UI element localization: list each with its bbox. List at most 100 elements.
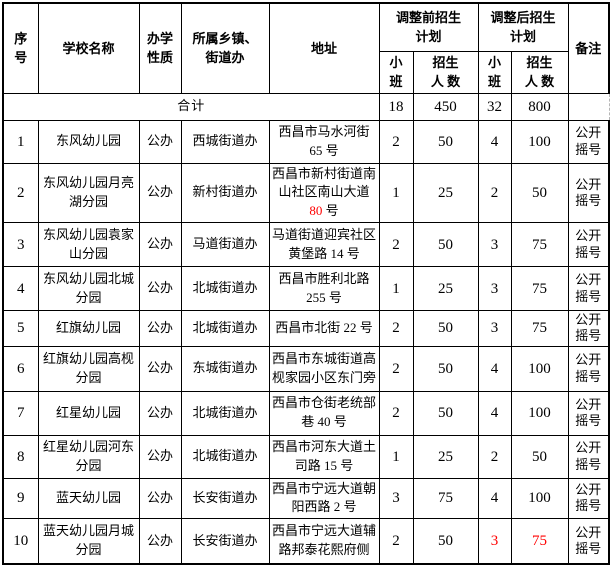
cell-before-classes: 2 (378, 345, 414, 392)
cell-township: 新村街道办 (180, 162, 270, 224)
cell-school-name: 红星幼儿园河东分园 (37, 434, 140, 479)
cell-before-students: 50 (412, 518, 479, 565)
table-row: 4 东风幼儿园北城分园 公办 北城街道办 西昌市胜利北路 255 号 1 25 … (2, 266, 611, 312)
cell-school-name: 东风幼儿园袁家山分园 (37, 222, 140, 268)
cell-after-students: 100 (510, 119, 569, 164)
cell-before-students: 50 (412, 119, 479, 164)
cell-school-name: 东风幼儿园北城分园 (37, 266, 140, 312)
cell-after-classes: 4 (477, 345, 512, 392)
cell-township: 长安街道办 (180, 477, 270, 520)
cell-after-classes: 4 (477, 390, 512, 436)
cell-remark: 公开摇号 (567, 266, 611, 312)
cell-serial: 1 (2, 119, 39, 164)
cell-township: 长安街道办 (180, 518, 270, 565)
total-before-students: 450 (412, 92, 479, 121)
cell-nature: 公办 (138, 477, 182, 520)
cell-after-students: 75 (510, 518, 569, 565)
cell-remark: 公开摇号 (567, 477, 611, 520)
cell-school-name: 红旗幼儿园 (37, 310, 140, 347)
cell-before-classes: 2 (378, 119, 414, 164)
cell-township: 西城街道办 (180, 119, 270, 164)
cell-after-students: 75 (510, 222, 569, 268)
table-row: 5 红旗幼儿园 公办 北城街道办 西昌市北街 22 号 2 50 3 75 公开… (2, 310, 611, 347)
cell-before-classes: 1 (378, 266, 414, 312)
table-row: 8 红星幼儿园河东分园 公办 北城街道办 西昌市河东大道土司路 15 号 1 2… (2, 434, 611, 479)
header-row-main: 序 号 学校名称 办学 性质 所属乡镇、 街道办 地址 调整前招生 计划 调整后… (2, 2, 611, 94)
cell-nature: 公办 (138, 222, 182, 268)
cell-remark: 公开摇号 (567, 310, 611, 347)
cell-address: 西昌市胜利北路 255 号 (268, 266, 380, 312)
cell-after-students: 50 (510, 162, 569, 224)
cell-before-students: 75 (412, 477, 479, 520)
cell-address: 西昌市北街 22 号 (268, 310, 380, 347)
table-row: 6 红旗幼儿园高枧分园 公办 东城街道办 西昌市东城街道高枧家园小区东门旁 2 … (2, 345, 611, 392)
cell-nature: 公办 (138, 345, 182, 392)
cell-serial: 10 (2, 518, 39, 565)
cell-address: 西昌市东城街道高枧家园小区东门旁 (268, 345, 380, 392)
table-row: 1 东风幼儿园 公办 西城街道办 西昌市马水河街 65 号 2 50 4 100… (2, 119, 611, 164)
cell-township: 北城街道办 (180, 434, 270, 479)
cell-remark: 公开摇号 (567, 390, 611, 436)
cell-township: 东城街道办 (180, 345, 270, 392)
table-header: 序 号 学校名称 办学 性质 所属乡镇、 街道办 地址 调整前招生 计划 调整后… (2, 2, 611, 94)
cell-nature: 公办 (138, 266, 182, 312)
total-after-classes: 32 (477, 92, 512, 121)
cell-school-name: 蓝天幼儿园月城分园 (37, 518, 140, 565)
cell-address: 马道街道迎宾社区黄堡路 14 号 (268, 222, 380, 268)
table-row: 2 东风幼儿园月亮湖分园 公办 新村街道办 西昌市新村街道南山社区南山大道 80… (2, 162, 611, 224)
cell-after-classes: 3 (477, 310, 512, 347)
cell-remark: 公开摇号 (567, 222, 611, 268)
total-label: 合计 (2, 92, 380, 121)
header-after-small-class: 小 班 (477, 50, 512, 94)
cell-after-students: 50 (510, 434, 569, 479)
table-row: 10 蓝天幼儿园月城分园 公办 长安街道办 西昌市宁远大道辅路邦泰花熙府侧 2 … (2, 518, 611, 565)
cell-township: 北城街道办 (180, 390, 270, 436)
cell-serial: 9 (2, 477, 39, 520)
cell-after-classes: 2 (477, 434, 512, 479)
cell-serial: 8 (2, 434, 39, 479)
cell-address: 西昌市新村街道南山社区南山大道 80 号 (268, 162, 380, 224)
cell-school-name: 东风幼儿园月亮湖分园 (37, 162, 140, 224)
header-before-enroll-count: 招生 人 数 (412, 50, 479, 94)
cell-before-students: 25 (412, 162, 479, 224)
cell-before-students: 50 (412, 222, 479, 268)
cell-serial: 7 (2, 390, 39, 436)
header-address: 地址 (268, 2, 380, 94)
cell-before-students: 25 (412, 266, 479, 312)
cell-before-students: 25 (412, 434, 479, 479)
header-after-group: 调整后招生 计划 (477, 2, 569, 52)
cell-school-name: 红旗幼儿园高枧分园 (37, 345, 140, 392)
cell-remark: 公开摇号 (567, 345, 611, 392)
header-before-small-class: 小 班 (378, 50, 414, 94)
cell-remark: 公开摇号 (567, 119, 611, 164)
cell-serial: 5 (2, 310, 39, 347)
total-row: 合计 18 450 32 800 (2, 92, 610, 121)
cell-address: 西昌市宁远大道朝阳西路 2 号 (268, 477, 380, 520)
cell-serial: 4 (2, 266, 39, 312)
cell-remark: 公开摇号 (567, 518, 611, 565)
cell-serial: 6 (2, 345, 39, 392)
cell-nature: 公办 (138, 310, 182, 347)
header-remark: 备注 (567, 2, 611, 94)
cell-after-students: 100 (510, 390, 569, 436)
table-row: 7 红星幼儿园 公办 北城街道办 西昌市仓街老统部巷 40 号 2 50 4 1… (2, 390, 611, 436)
cell-before-classes: 2 (378, 518, 414, 565)
cell-nature: 公办 (138, 518, 182, 565)
cell-nature: 公办 (138, 434, 182, 479)
cell-serial: 3 (2, 222, 39, 268)
cell-nature: 公办 (138, 162, 182, 224)
cell-township: 北城街道办 (180, 266, 270, 312)
table-body: 合计 18 450 32 800 1 东风幼儿园 公办 西城街道办 西昌市马水河… (2, 92, 611, 565)
table-row: 9 蓝天幼儿园 公办 长安街道办 西昌市宁远大道朝阳西路 2 号 3 75 4 … (2, 477, 611, 520)
header-before-group: 调整前招生 计划 (378, 2, 479, 52)
table-row: 3 东风幼儿园袁家山分园 公办 马道街道办 马道街道迎宾社区黄堡路 14 号 2… (2, 222, 611, 268)
cell-after-students: 100 (510, 477, 569, 520)
cell-before-classes: 2 (378, 390, 414, 436)
cell-nature: 公办 (138, 390, 182, 436)
cell-before-classes: 2 (378, 222, 414, 268)
cell-after-classes: 4 (477, 477, 512, 520)
cell-after-classes: 3 (477, 518, 512, 565)
cell-school-name: 蓝天幼儿园 (37, 477, 140, 520)
cell-address: 西昌市宁远大道辅路邦泰花熙府侧 (268, 518, 380, 565)
